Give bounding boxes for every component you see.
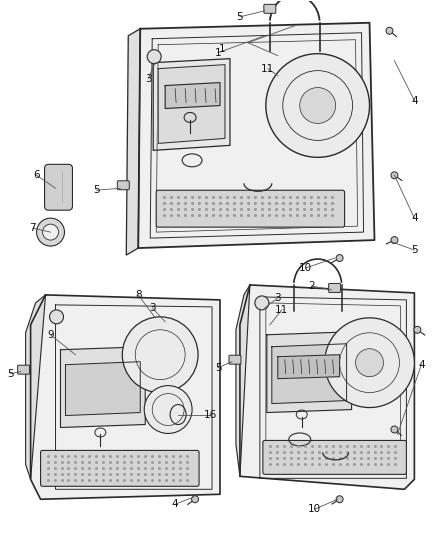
Circle shape — [391, 172, 398, 179]
Circle shape — [144, 385, 192, 433]
Circle shape — [49, 310, 64, 324]
Circle shape — [255, 296, 269, 310]
Text: 9: 9 — [47, 330, 54, 340]
Polygon shape — [66, 362, 140, 416]
Circle shape — [266, 54, 370, 157]
Polygon shape — [267, 332, 352, 413]
Circle shape — [414, 326, 421, 333]
FancyBboxPatch shape — [117, 181, 129, 190]
Circle shape — [386, 27, 393, 34]
Text: 5: 5 — [237, 12, 243, 22]
FancyBboxPatch shape — [156, 190, 345, 227]
Circle shape — [391, 237, 398, 244]
Text: 1: 1 — [215, 47, 221, 58]
Text: 5: 5 — [215, 362, 221, 373]
Text: 7: 7 — [29, 223, 36, 233]
Text: 4: 4 — [418, 360, 425, 370]
Circle shape — [122, 317, 198, 393]
Circle shape — [391, 426, 398, 433]
Text: 3: 3 — [149, 303, 155, 313]
Text: 5: 5 — [411, 245, 418, 255]
FancyBboxPatch shape — [328, 284, 341, 293]
Circle shape — [336, 496, 343, 503]
Text: 4: 4 — [411, 213, 418, 223]
Text: 16: 16 — [203, 409, 217, 419]
Circle shape — [147, 50, 161, 63]
Text: 8: 8 — [135, 290, 141, 300]
Polygon shape — [25, 295, 46, 479]
Polygon shape — [158, 64, 225, 143]
Polygon shape — [278, 355, 339, 378]
Polygon shape — [138, 23, 374, 248]
FancyBboxPatch shape — [18, 365, 30, 374]
Text: 4: 4 — [172, 499, 178, 509]
FancyBboxPatch shape — [41, 450, 199, 486]
Polygon shape — [60, 347, 145, 427]
Polygon shape — [153, 59, 230, 150]
FancyBboxPatch shape — [45, 164, 72, 210]
Polygon shape — [126, 29, 140, 255]
FancyBboxPatch shape — [229, 355, 241, 364]
Polygon shape — [272, 344, 346, 403]
Circle shape — [300, 87, 336, 124]
Text: 10: 10 — [299, 263, 312, 273]
Polygon shape — [31, 295, 220, 499]
Text: 5: 5 — [93, 185, 100, 195]
Circle shape — [37, 218, 64, 246]
Text: 11: 11 — [261, 63, 275, 74]
Text: 10: 10 — [308, 504, 321, 514]
FancyBboxPatch shape — [263, 440, 406, 474]
Circle shape — [356, 349, 384, 377]
Circle shape — [325, 318, 414, 408]
Polygon shape — [165, 83, 220, 109]
Text: 2: 2 — [308, 281, 315, 291]
Text: 1: 1 — [219, 44, 225, 54]
FancyBboxPatch shape — [264, 4, 276, 13]
Text: 3: 3 — [275, 293, 281, 303]
Polygon shape — [240, 285, 414, 489]
Text: 6: 6 — [33, 170, 40, 180]
Text: 5: 5 — [7, 369, 14, 378]
Text: 4: 4 — [411, 95, 418, 106]
Text: 3: 3 — [145, 74, 152, 84]
Circle shape — [336, 255, 343, 262]
Polygon shape — [236, 285, 250, 477]
Circle shape — [42, 224, 59, 240]
Text: 11: 11 — [275, 305, 289, 315]
Circle shape — [191, 496, 198, 503]
